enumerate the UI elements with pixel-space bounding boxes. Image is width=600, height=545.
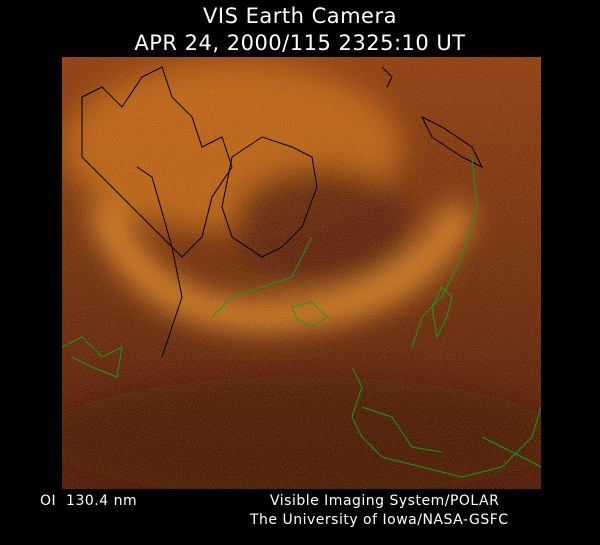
institution-credit: The University of Iowa/NASA-GSFC [250,512,509,528]
image-timestamp: APR 24, 2000/115 2325:10 UT [134,31,466,55]
image-title: VIS Earth Camera [203,4,397,28]
aurora-image [62,57,541,489]
coastlines-night [62,156,541,478]
coastlines-day [81,66,484,358]
instrument-credit: Visible Imaging System/POLAR [270,493,500,509]
filter-wavelength-label: OI 130.4 nm [40,493,138,509]
